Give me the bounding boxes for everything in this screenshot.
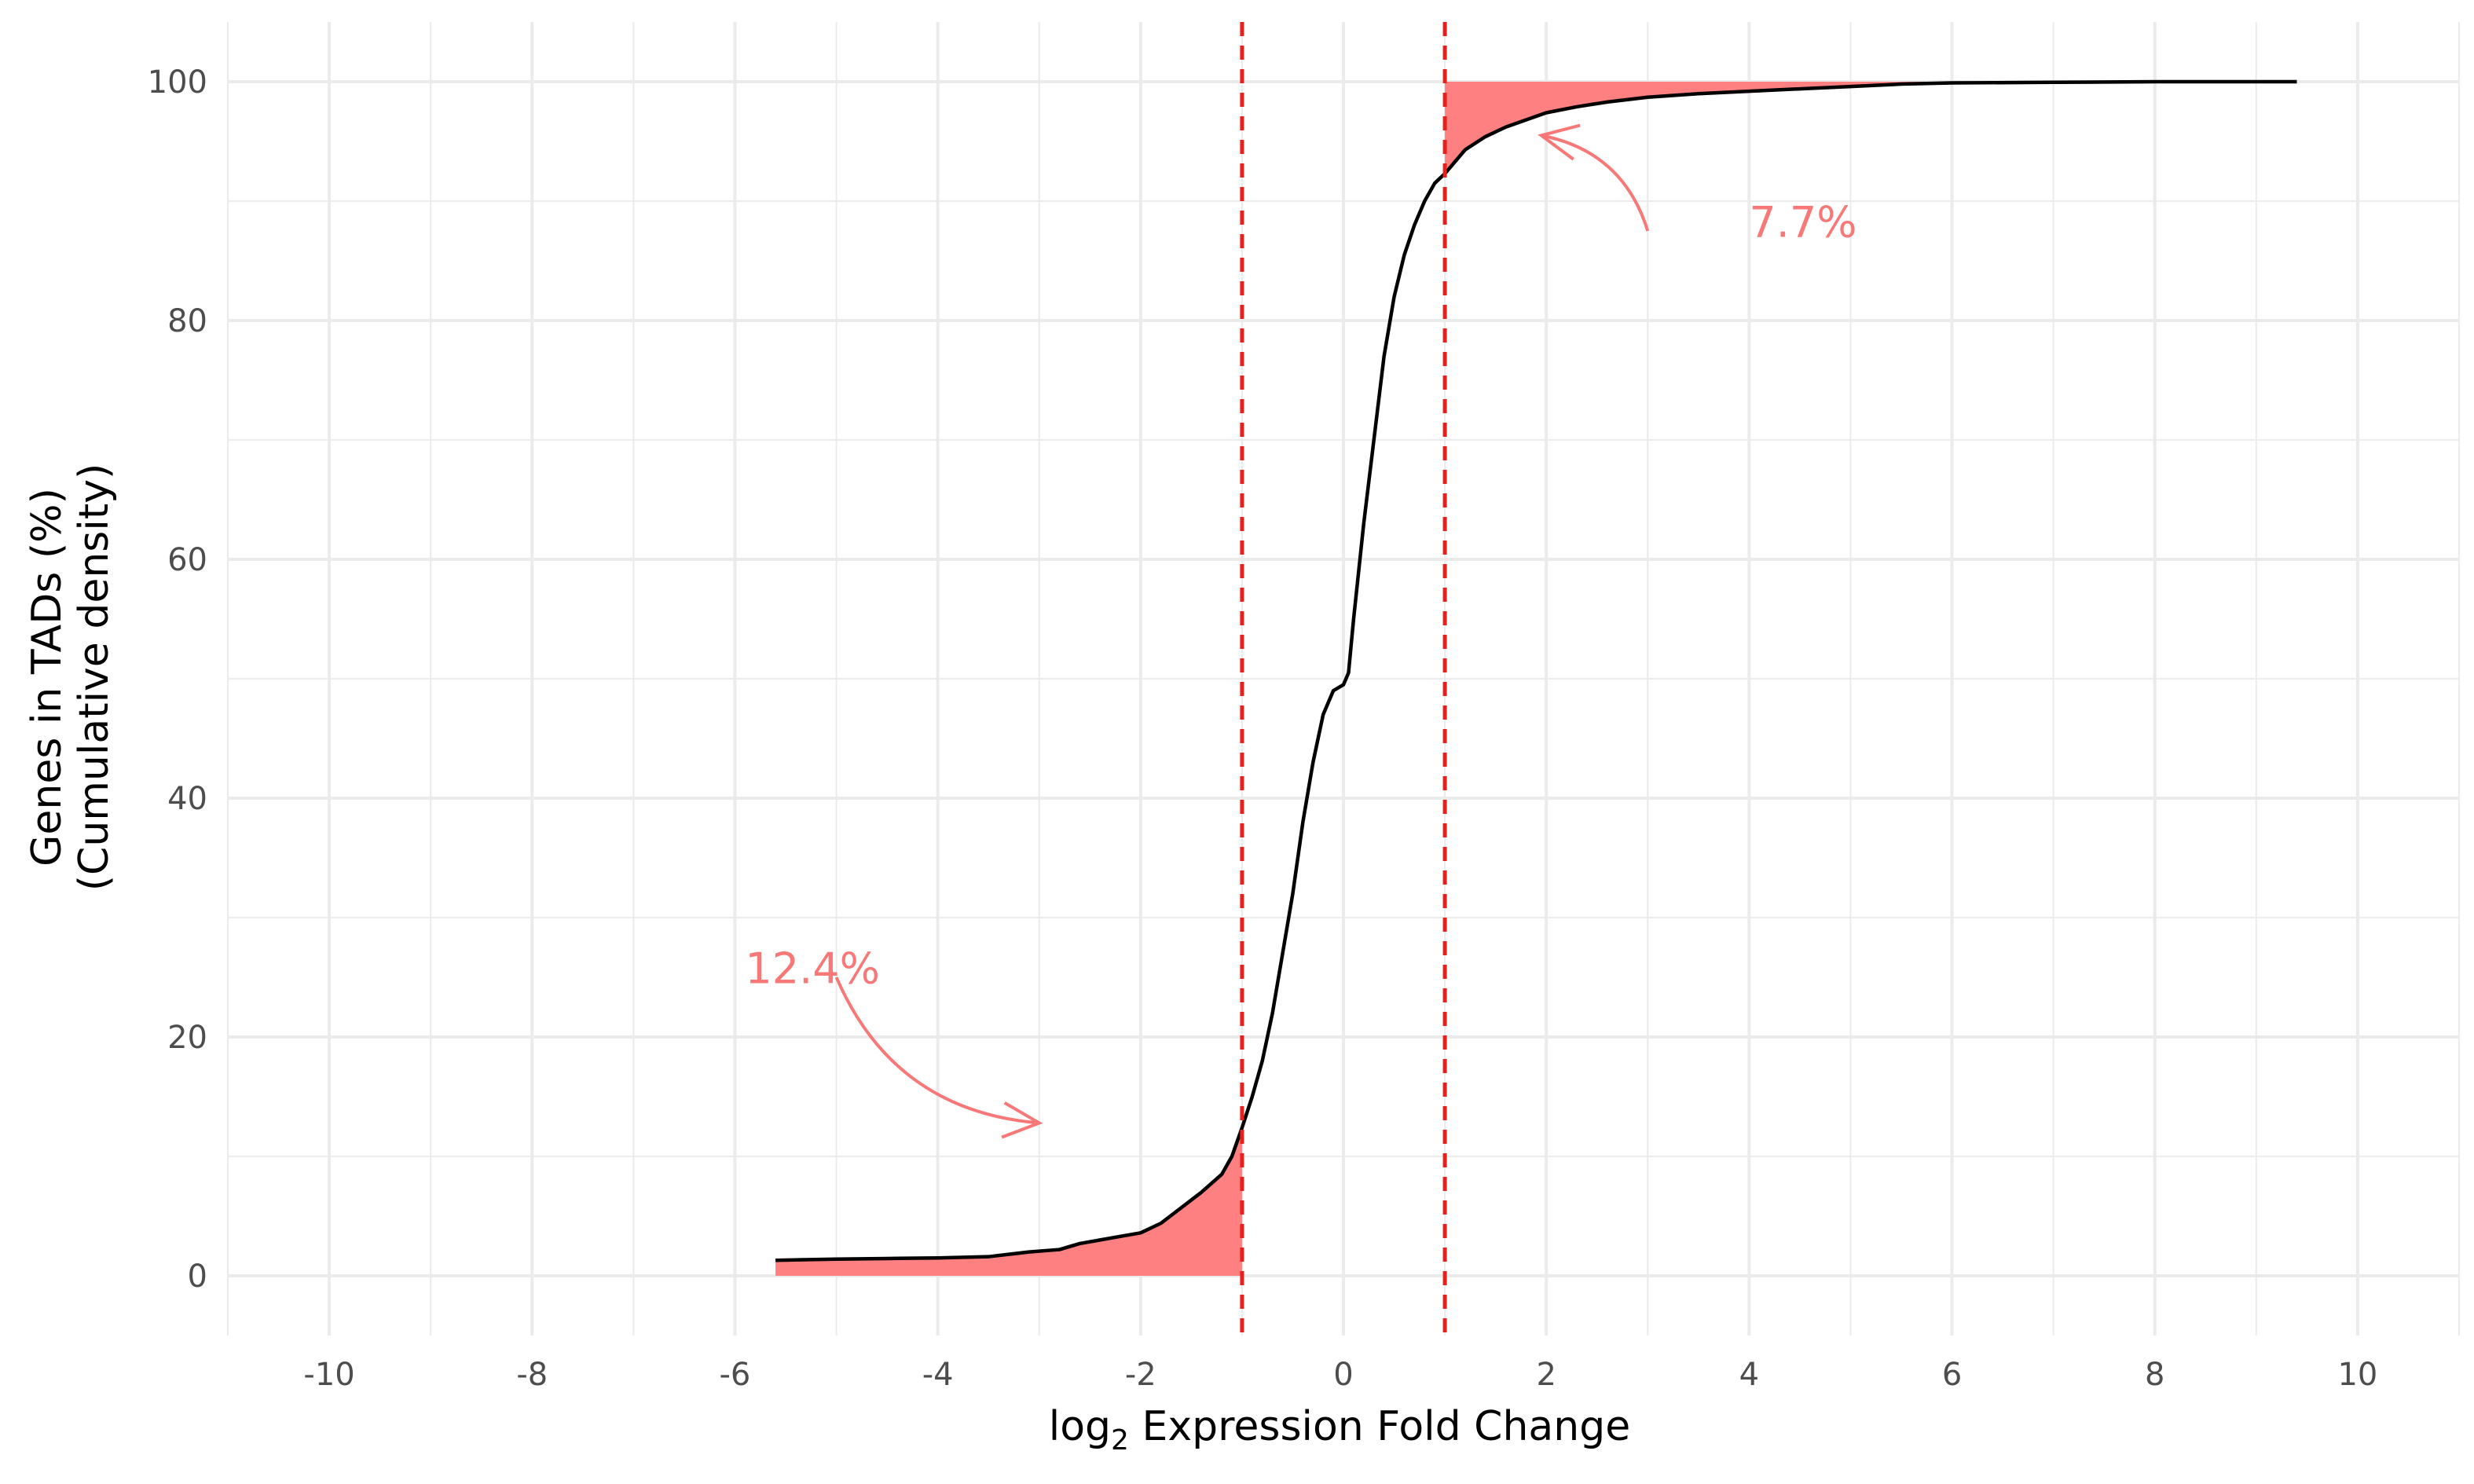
x-axis-title-subscript: 2 (1111, 1424, 1129, 1457)
x-tick-label: -8 (516, 1357, 548, 1393)
threshold-lines (1240, 22, 1447, 1336)
x-axis-title-prefix: log (1049, 1403, 1111, 1450)
y-tick-label: 80 (167, 303, 207, 339)
y-tick-label: 100 (148, 64, 207, 101)
x-tick-label: 4 (1739, 1357, 1759, 1393)
y-tick-label: 60 (167, 542, 207, 578)
annotation-arrow-head (1538, 123, 1581, 161)
annotation-label: 12.4% (745, 944, 880, 994)
x-tick-label: 8 (2145, 1357, 2164, 1393)
x-tick-label: -10 (303, 1357, 354, 1393)
x-axis-title-suffix: Expression Fold Change (1129, 1403, 1630, 1450)
cumulative-curve (775, 79, 2297, 1262)
y-axis-title-line-2: (Cumulative density) (71, 464, 118, 892)
y-tick-labels: 0 20 40 60 80 100 (148, 64, 207, 1295)
y-tick-label: 20 (167, 1020, 207, 1056)
y-axis-title: Genes in TADs (%) (Cumulative density) (24, 464, 118, 892)
fill-right-tail (1445, 82, 2297, 174)
x-tick-label: 6 (1942, 1357, 1962, 1393)
x-tick-label: 0 (1333, 1357, 1353, 1393)
y-axis-title-line-1: Genes in TADs (%) (24, 488, 71, 867)
x-tick-label: -6 (720, 1357, 751, 1393)
x-tick-label: 2 (1536, 1357, 1556, 1393)
grid-major (228, 22, 2459, 1336)
x-tick-label: -4 (922, 1357, 954, 1393)
annotation-arrow (1541, 134, 1650, 232)
shaded-tails (775, 82, 2297, 1276)
annotations: 12.4% 7.7% (745, 123, 1857, 1139)
annotation-label: 7.7% (1749, 198, 1856, 247)
fill-left-tail (775, 1127, 1242, 1276)
x-axis-title: log2 Expression Fold Change (1049, 1403, 1630, 1457)
x-tick-label: -2 (1125, 1357, 1156, 1393)
curve-layer (775, 79, 2297, 1262)
annotation-arrow-head (1001, 1101, 1043, 1139)
annotation-arrow (834, 977, 1039, 1125)
y-tick-label: 40 (167, 781, 207, 817)
y-tick-label: 0 (188, 1259, 207, 1295)
x-tick-label: 10 (2337, 1357, 2377, 1393)
x-tick-labels: -10 -8 -6 -4 -2 0 2 4 6 8 10 (303, 1357, 2377, 1393)
